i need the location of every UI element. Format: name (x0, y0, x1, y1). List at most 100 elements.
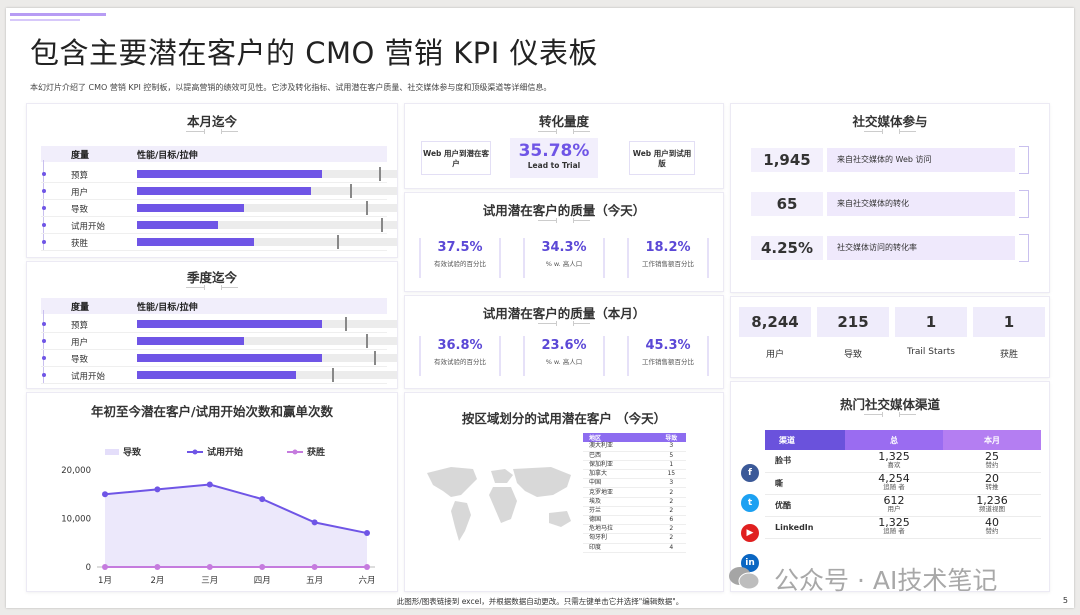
x-tick-label: 五月 (306, 576, 323, 586)
region-name: 巴西 (583, 451, 657, 461)
bullet-fill (137, 354, 322, 362)
decor-bar (10, 13, 106, 16)
region-name: 芬兰 (583, 506, 657, 517)
region-count: 3 (656, 442, 686, 452)
kpi-label: 导致 (71, 355, 89, 365)
ytd-chart-panel: 年初至今潜在客户/试用开始次数和赢单次数 0 10,000 20,000 1月 2月 三月… (26, 392, 398, 592)
kpi-label: 预算 (71, 171, 89, 181)
region-name: 克罗地亚 (583, 487, 657, 498)
x-tick-label: 1月 (98, 576, 112, 586)
bullet-fill (137, 187, 312, 195)
conversion-title: 转化量度 (538, 114, 589, 129)
title-divider (864, 129, 916, 134)
youtube-icon[interactable]: ▶ (741, 524, 759, 542)
channel-row: LinkedIn 1,325 追随 者 40 赞约 (765, 516, 1041, 539)
social-row: 1,945 来自社交媒体的 Web 访问 (751, 148, 1015, 172)
channel-name: 嘶 (765, 472, 845, 495)
kpi-label: 预算 (71, 321, 89, 331)
legend-label: 试用开始 (207, 446, 243, 458)
channel-total: 1,325 喜欢 (845, 450, 943, 473)
title-divider (186, 129, 238, 134)
linkedin-icon[interactable]: in (741, 554, 759, 572)
stat-label: Trail Starts (907, 347, 955, 357)
quality-today-cell: 37.5% 有效试验的百分比 (419, 238, 501, 278)
row-divider (41, 383, 387, 384)
summary-stats-panel: 8,244 215 1 1 用户 导致 Trail Starts 获胜 (730, 296, 1050, 378)
bullet-track (137, 368, 397, 382)
world-map (427, 467, 571, 541)
col-total: 总 (845, 430, 943, 450)
title-divider (864, 412, 916, 417)
region-count: 6 (656, 515, 686, 526)
metric-desc: 工作销售额百分比 (642, 358, 694, 366)
channel-name: 脸书 (765, 450, 845, 473)
row-dot (42, 223, 46, 227)
target-marker (332, 368, 334, 382)
row-dot (42, 189, 46, 193)
kpi-label: 导致 (71, 205, 89, 215)
metric-desc: 有效试验的百分比 (434, 358, 486, 366)
region-name: 印度 (583, 543, 657, 553)
kpi-row: 预算 (41, 316, 397, 332)
col-month: 本月 (943, 430, 1041, 450)
col-perf: 性能/目标/拉伸 (137, 303, 198, 313)
legend-marker (292, 449, 298, 455)
col-lead: 导致 (656, 433, 686, 442)
bullet-track (137, 167, 397, 181)
row-divider (41, 182, 387, 183)
kpi-label: 试用开始 (71, 222, 106, 232)
channel-month: 1,236 频道视图 (943, 494, 1041, 517)
legend-label: 获胜 (307, 446, 325, 458)
bullet-fill (137, 170, 322, 178)
quality-month-cell: 23.6% % w. 高人口 (523, 336, 605, 376)
facebook-icon[interactable]: f (741, 464, 759, 482)
qtd-panel: 季度迄今 度量 性能/目标/拉伸 预算 用户 导致 试用开始 (26, 261, 398, 389)
bullet-fill (137, 204, 244, 212)
x-tick-label: 六月 (358, 575, 375, 586)
row-connector (43, 160, 44, 251)
region-title: 按区域划分的试用潜在客户 （今天） (461, 411, 667, 426)
row-divider (41, 332, 387, 333)
region-name: 埃及 (583, 497, 657, 507)
twitter-icon[interactable]: t (741, 494, 759, 512)
watermark-text: 公众号 · AI技术笔记 (774, 566, 998, 595)
row-dot (42, 356, 46, 360)
target-marker (378, 167, 381, 181)
title-divider (538, 129, 590, 134)
y-tick-label: 0 (86, 563, 91, 573)
lead-to-trial-value: 35.78% (518, 141, 590, 161)
wechat-icon (729, 567, 760, 590)
region-count: 4 (656, 543, 686, 553)
bullet-track (137, 184, 397, 198)
stat-box: 1 (895, 307, 967, 337)
social-row: 4.25% 社交媒体访问的转化率 (751, 236, 1015, 260)
kpi-row: 试用开始 (41, 217, 397, 233)
qtd-table-header: 度量 性能/目标/拉伸 (41, 298, 387, 314)
channel-row: 嘶 4,254 追随 者 20 转推 (765, 472, 1041, 495)
row-dot (42, 172, 46, 176)
row-divider (41, 233, 387, 234)
row-dot (42, 206, 46, 210)
kpi-row: 用户 (41, 183, 397, 199)
social-desc: 社交媒体访问的转化率 (827, 236, 1015, 260)
channel-row: 脸书 1,325 喜欢 25 赞约 (765, 450, 1041, 473)
data-point (206, 481, 213, 488)
bullet-fill (137, 320, 322, 328)
data-point (154, 564, 161, 570)
kpi-row: 获胜 (41, 234, 397, 250)
page-title: 包含主要潜在客户的 CMO 营销 KPI 仪表板 (30, 36, 599, 70)
social-desc: 来自社交媒体的 Web 访问 (827, 148, 1015, 172)
region-row: 加拿大 15 (583, 469, 686, 480)
kpi-row: 试用开始 (41, 367, 397, 383)
quality-today-panel: 试用潜在客户的质量（今天） 37.5% 有效试验的百分比 34.3% % w. … (404, 192, 724, 292)
data-point (364, 564, 370, 570)
target-marker (373, 351, 376, 365)
region-row: 克罗地亚 2 (583, 487, 686, 498)
quality-month-title: 试用潜在客户的质量（本月） (482, 306, 646, 321)
bullet-fill (137, 337, 244, 345)
metric-value: 45.3% (645, 338, 691, 353)
social-value: 65 (751, 192, 823, 216)
page-subtitle: 本幻灯片介绍了 CMO 营销 KPI 控制板，以提高营销的绩效可见性。它涉及转化… (30, 83, 552, 92)
channel-total: 4,254 追随 者 (845, 472, 943, 495)
target-marker (337, 235, 340, 249)
